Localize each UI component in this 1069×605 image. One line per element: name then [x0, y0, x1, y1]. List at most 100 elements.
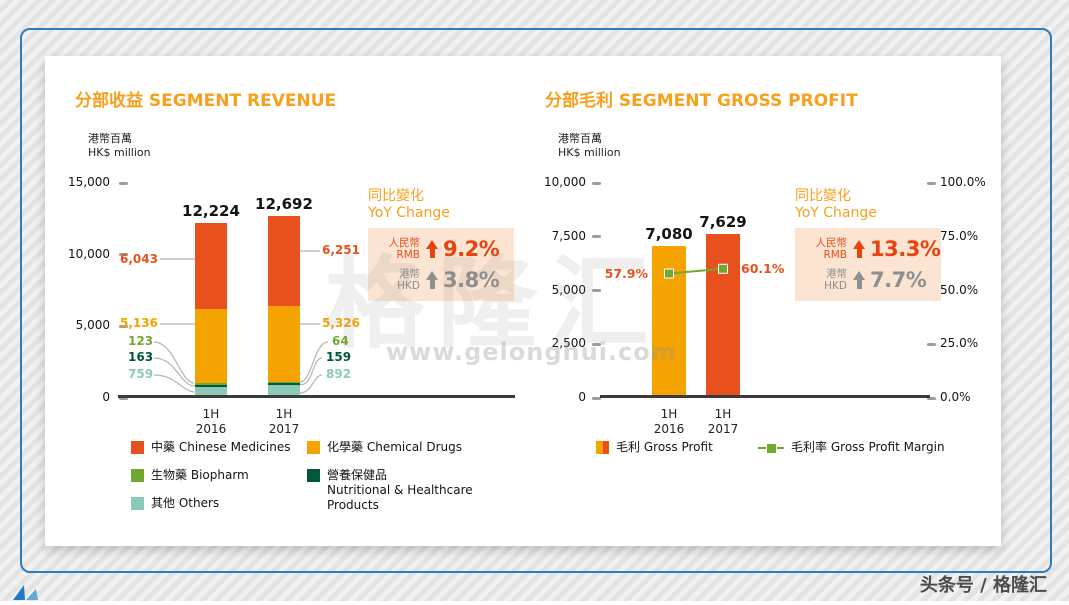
up-arrow-icon [853, 239, 866, 259]
legend-item-chemical-drugs: 化學藥 Chemical Drugs [307, 440, 462, 455]
currency-label: 人民幣 RMB [388, 237, 421, 261]
y-axis-tick-mark [592, 342, 601, 346]
x-axis-label: 1H 2017 [268, 407, 300, 436]
corner-logo-icon [10, 584, 40, 605]
axis-unit-cn: 港幣百萬 [88, 132, 132, 145]
bar-total-label: 12,692 [255, 195, 313, 214]
legend-item-gross-profit: 毛利 Gross Profit [596, 440, 713, 455]
yoy-title-cn: 同比變化 [368, 188, 424, 204]
currency-label: 港幣 HKD [824, 268, 847, 292]
margin-point-label: 57.9% [604, 266, 648, 281]
currency-label: 人民幣 RMB [815, 237, 848, 261]
gross-profit-yoy-change: 同比變化 YoY Change 人民幣 RMB 13.3% 港幣 HKD [795, 188, 941, 301]
y-axis-tick-label: 5,000 [551, 282, 586, 297]
yoy-row-rmb: 人民幣 RMB 9.2% [376, 237, 506, 261]
legend-line-marker [758, 440, 784, 455]
legend-item-nutritional-healthcare: 營養保健品 Nutritional & Healthcare Products [307, 468, 487, 513]
slide-border [20, 28, 1052, 573]
legend-label: 其他 Others [151, 496, 220, 510]
label-connector-lines [153, 250, 329, 394]
yoy-row-rmb: 人民幣 RMB 13.3% [803, 237, 941, 261]
yoy-title-en: YoY Change [795, 205, 877, 221]
legend-swatch [131, 469, 144, 482]
revenue-plot: 15,000 10,000 5,000 0 12,224 1H 2016 12,692 1H 20… [68, 175, 515, 436]
currency-label: 港幣 HKD [397, 268, 420, 292]
up-arrow-icon [853, 270, 866, 290]
yoy-change-box: 人民幣 RMB 9.2% 港幣 HKD 3.8% [368, 228, 514, 301]
legend-swatch [307, 469, 320, 482]
secondary-axis-tick-label: 75.0% [940, 228, 979, 243]
legend-label: 營養保健品 Nutritional & Healthcare Products [327, 468, 473, 512]
legend-item-biopharm: 生物藥 Biopharm [131, 468, 249, 483]
y-axis-tick-label: 0 [102, 390, 110, 404]
y-axis-tick-mark [119, 253, 128, 257]
secondary-axis-tick-mark [927, 181, 936, 185]
secondary-axis-tick-label: 25.0% [940, 336, 979, 351]
y-axis-tick-mark [592, 181, 601, 185]
bar-segment-chemical-drugs [268, 305, 300, 383]
legend-label: 毛利 Gross Profit [616, 440, 713, 454]
y-axis-tick-mark [592, 235, 601, 239]
legend-swatch [307, 441, 320, 454]
secondary-axis-tick-label: 0.0% [940, 390, 971, 404]
axis-unit-cn: 港幣百萬 [558, 132, 602, 145]
x-axis-label: 1H 2016 [653, 407, 685, 436]
yoy-value: 9.2% [443, 237, 500, 261]
legend-item-chinese-medicines: 中藥 Chinese Medicines [131, 440, 290, 455]
yoy-row-hkd: 港幣 HKD 7.7% [803, 268, 933, 292]
legend-item-others: 其他 Others [131, 496, 219, 511]
axis-unit-en: HK$ million [88, 146, 151, 159]
y-axis-tick-label: 10,000 [68, 246, 110, 261]
legend-label: 生物藥 Biopharm [151, 468, 249, 482]
y-axis-tick-mark [119, 324, 128, 328]
yoy-value: 7.7% [870, 268, 927, 292]
bar-segment-others [195, 387, 227, 398]
yoy-change-title: 同比變化 YoY Change [368, 188, 514, 222]
y-axis-tick-label: 7,500 [551, 228, 586, 243]
bar-segment-nutritional-healthcare-products [268, 382, 300, 386]
legend-swatch [131, 497, 144, 510]
segment-value-label: 759 [128, 367, 154, 381]
secondary-axis-tick-label: 100.0% [940, 175, 986, 189]
yoy-change-box: 人民幣 RMB 13.3% 港幣 HKD 7.7% [795, 228, 941, 301]
legend-label: 中藥 Chinese Medicines [151, 440, 291, 454]
segment-value-label: 6,043 [120, 252, 158, 266]
bar-total-label: 7,629 [699, 212, 747, 231]
gross-profit-chart-title: 分部毛利 SEGMENT GROSS PROFIT [545, 91, 858, 111]
gross-profit-x-axis [600, 395, 930, 398]
bar-total-label: 12,224 [182, 201, 240, 220]
margin-point-label: 60.1% [741, 261, 785, 276]
yoy-title-en: YoY Change [368, 205, 450, 221]
y-axis-tick-mark [119, 396, 128, 400]
segment-value-label: 123 [128, 334, 154, 348]
line-marker [718, 263, 728, 274]
segment-value-label: 5,326 [322, 316, 360, 330]
y-axis-tick-label: 15,000 [68, 175, 110, 189]
yoy-change-title: 同比變化 YoY Change [795, 188, 941, 222]
legend-swatch [131, 441, 144, 454]
up-arrow-icon [426, 270, 439, 290]
revenue-yoy-change: 同比變化 YoY Change 人民幣 RMB 9.2% 港幣 HKD [368, 188, 514, 301]
secondary-axis-tick-label: 50.0% [940, 282, 979, 297]
yoy-value: 3.8% [443, 268, 500, 292]
y-axis-tick-label: 0 [578, 390, 586, 404]
gross-profit-margin-line [664, 263, 728, 279]
up-arrow-icon [426, 239, 439, 259]
bar-segment-nutritional-healthcare-products [195, 384, 227, 388]
legend-label: 化學藥 Chemical Drugs [327, 440, 462, 454]
segment-value-label: 163 [128, 350, 154, 364]
revenue-axis-unit: 港幣百萬 HK$ million [88, 132, 151, 160]
segment-value-label: 6,251 [322, 243, 360, 257]
bar-segment-biopharm [268, 382, 300, 383]
yoy-value: 13.3% [870, 237, 941, 261]
segment-value-label: 159 [326, 350, 352, 364]
gross-profit-bar [706, 233, 740, 398]
legend-label: 毛利率 Gross Profit Margin [791, 440, 945, 454]
bar-segment-biopharm [195, 383, 227, 385]
legend-item-gross-profit-margin: 毛利率 Gross Profit Margin [758, 440, 945, 455]
revenue-chart-title: 分部收益 SEGMENT REVENUE [75, 91, 337, 111]
gross-profit-axis-unit: 港幣百萬 HK$ million [558, 132, 621, 160]
y-axis-tick-mark [592, 289, 601, 292]
bar-segment-chinese-medicines [195, 222, 227, 310]
secondary-axis-tick-mark [927, 342, 936, 346]
